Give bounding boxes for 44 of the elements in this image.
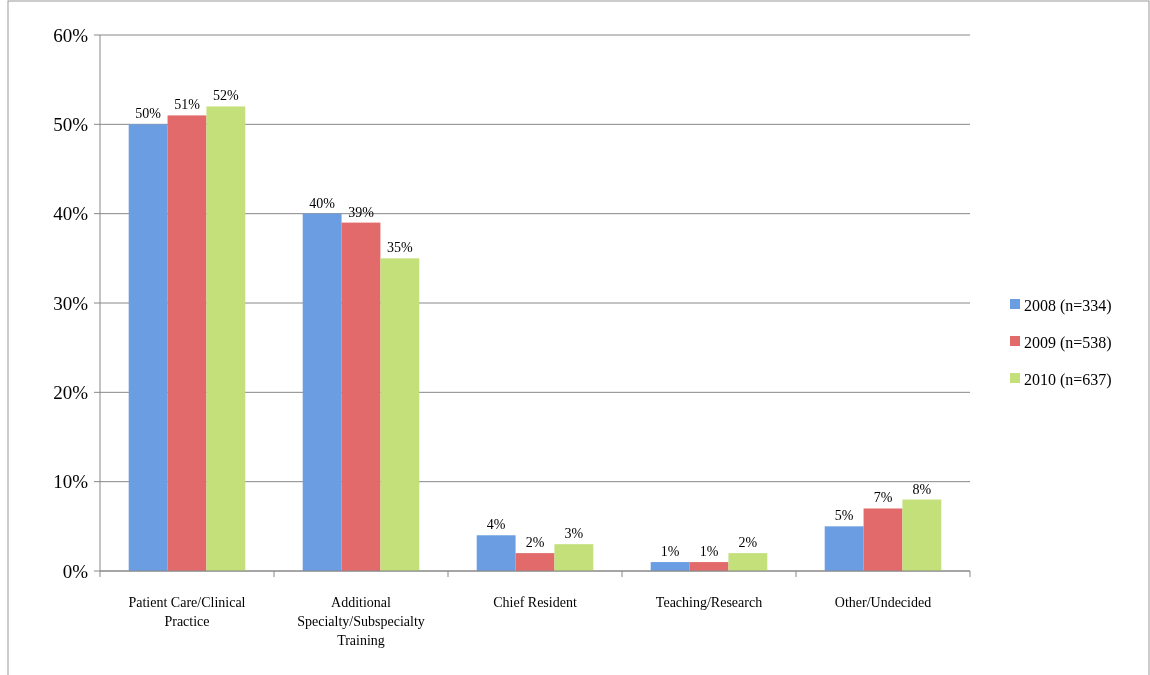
legend-label: 2008 (n=334) — [1024, 296, 1112, 315]
x-tick-label: Other/Undecided — [834, 595, 932, 610]
bar — [824, 526, 864, 571]
text: 52% — [213, 88, 239, 104]
legend-label: 2010 (n=637) — [1024, 370, 1112, 389]
bar — [341, 222, 381, 571]
text: 1% — [699, 544, 719, 560]
bar — [206, 106, 246, 571]
text: 51% — [174, 97, 200, 113]
text: 39% — [348, 204, 374, 220]
text: 40% — [309, 195, 335, 211]
text: 2% — [525, 535, 545, 551]
legend-label: 2009 (n=538) — [1024, 333, 1112, 352]
bar — [728, 553, 768, 571]
text: 1% — [660, 544, 680, 560]
y-tick-label: 10% — [53, 471, 89, 493]
x-tick-label: Chief Resident — [493, 595, 577, 610]
bar — [515, 553, 555, 571]
bar — [902, 499, 942, 571]
bar — [650, 562, 690, 571]
bar — [554, 544, 594, 571]
y-tick-label: 60% — [53, 24, 89, 46]
bar — [380, 258, 420, 571]
text: 50% — [135, 106, 161, 122]
text: 4% — [486, 517, 506, 533]
x-tick-label: Patient Care/Clinical Practice — [128, 595, 246, 629]
x-tick-label: Teaching/Research — [655, 595, 763, 610]
text: 35% — [387, 240, 413, 256]
bar — [167, 115, 207, 571]
text: 8% — [912, 481, 932, 497]
bar — [476, 535, 516, 571]
text: 7% — [873, 490, 893, 506]
x-tick-label: Additional Specialty/Subspecialty Training — [297, 595, 425, 648]
bar — [863, 508, 903, 571]
text: 5% — [834, 508, 854, 524]
y-tick-label: 0% — [62, 560, 89, 582]
y-tick-label: 40% — [53, 203, 89, 225]
y-tick-label: 20% — [53, 381, 89, 403]
text: 2% — [738, 535, 758, 551]
bar — [128, 124, 168, 571]
bar — [302, 213, 342, 571]
y-tick-label: 50% — [53, 113, 89, 135]
text: 3% — [564, 526, 584, 542]
y-tick-label: 30% — [53, 292, 89, 314]
